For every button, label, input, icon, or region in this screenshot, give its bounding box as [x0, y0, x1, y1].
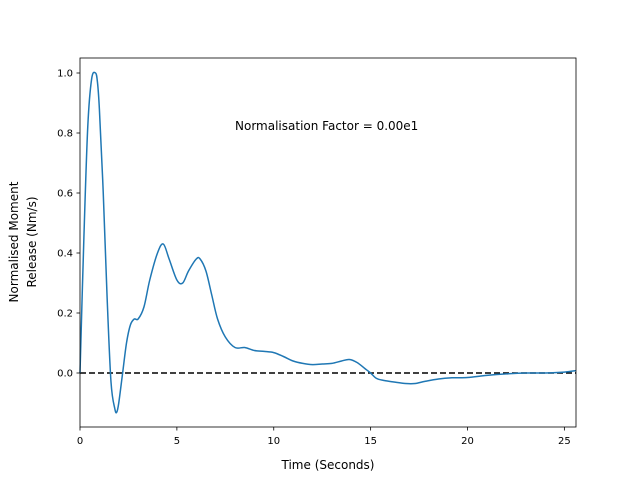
y-axis-label-line-2: Release (Nm/s) — [25, 196, 39, 287]
x-tick-label: 10 — [267, 436, 280, 447]
x-axis-label: Time (Seconds) — [281, 458, 375, 472]
plot-background — [80, 58, 576, 427]
x-tick-label: 25 — [558, 436, 571, 447]
y-axis-label: Normalised Moment Release (Nm/s) — [7, 181, 39, 302]
x-tick-label: 5 — [174, 436, 180, 447]
y-tick-label: 0.8 — [57, 129, 73, 140]
annotation-text: Normalisation Factor = 0.00e1 — [235, 119, 418, 133]
plot-area — [80, 58, 576, 427]
y-axis-ticks: 0.0 0.2 0.4 0.6 0.8 1.0 — [57, 69, 80, 380]
axes-frame — [79, 57, 577, 428]
x-tick-label: 15 — [364, 436, 377, 447]
y-tick-label: 0.6 — [57, 189, 73, 200]
series-line — [79, 71, 577, 414]
y-tick-label: 1.0 — [57, 69, 73, 80]
y-tick-label: 0.4 — [57, 249, 73, 260]
y-axis-label-line-1: Normalised Moment — [7, 181, 21, 302]
x-tick-label: 0 — [77, 436, 83, 447]
x-tick-label: 20 — [461, 436, 474, 447]
y-tick-label: 0.2 — [57, 309, 73, 320]
y-tick-label: 0.0 — [57, 369, 73, 380]
x-axis-ticks: 0 5 10 15 20 25 — [77, 427, 571, 447]
